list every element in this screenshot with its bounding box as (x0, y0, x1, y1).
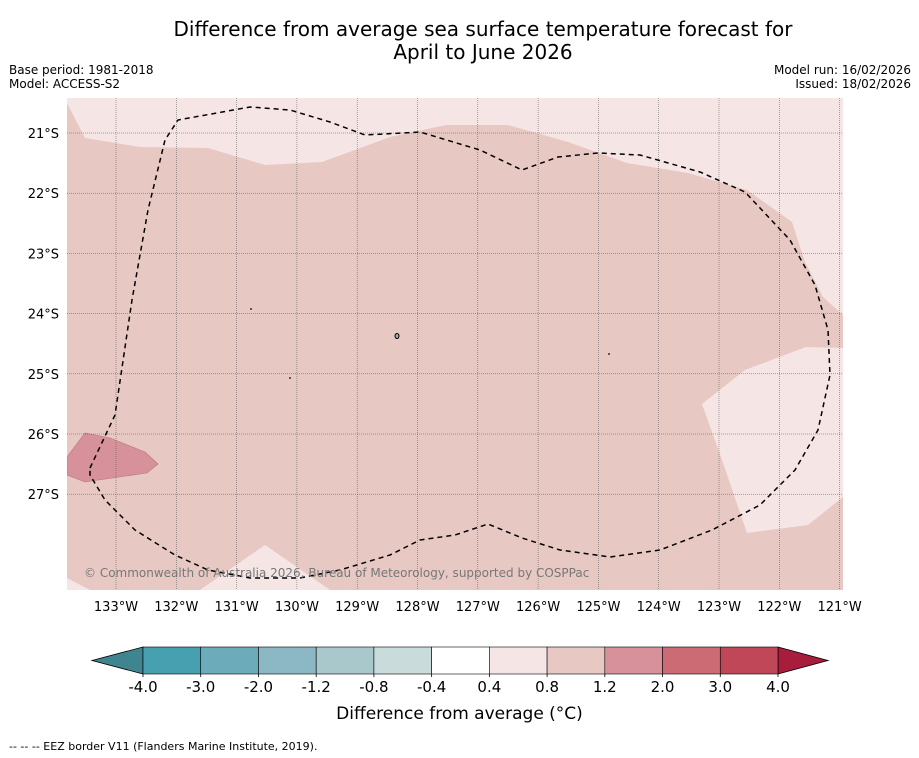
colorbar-swatch (431, 646, 490, 675)
lon-label: 127°W (456, 600, 500, 615)
lat-label: 21°S (28, 127, 59, 142)
lat-label: 24°S (28, 308, 59, 323)
colorbar-tick-label: 3.0 (708, 678, 732, 696)
lon-label: 122°W (757, 600, 801, 615)
lat-label: 23°S (28, 247, 59, 262)
colorbar-swatch (315, 646, 375, 675)
credit-text: © Commonwealth of Australia 2026, Bureau… (84, 566, 589, 580)
colorbar-swatch (604, 646, 663, 675)
colorbar-tick-label: 1.2 (593, 678, 617, 696)
lon-label: 123°W (697, 600, 741, 615)
lon-label: 133°W (94, 600, 138, 615)
colorbar-swatch (719, 646, 779, 675)
colorbar-extend-low (90, 646, 144, 675)
lon-label: 131°W (215, 600, 259, 615)
island (394, 333, 400, 339)
lon-label: 121°W (818, 600, 862, 615)
colorbar-swatch (546, 646, 606, 675)
lon-label: 129°W (335, 600, 379, 615)
graticule (67, 98, 843, 590)
map-title: Difference from average sea surface temp… (0, 18, 919, 64)
issued-date: Issued: 18/02/2026 (795, 77, 911, 91)
lat-label: 26°S (28, 428, 59, 443)
map-canvas: © Commonwealth of Australia 2026, Bureau… (28, 98, 862, 696)
map-plot-area (67, 98, 843, 590)
longitude-labels: 133°W 132°W 131°W 130°W 129°W 128°W 127°W 126°W… (94, 600, 862, 615)
map-title-line2: April to June 2026 (393, 40, 573, 64)
lat-label: 25°S (28, 368, 59, 383)
colorbar-swatch (142, 646, 202, 675)
lon-label: 126°W (516, 600, 560, 615)
colorbar-swatch (662, 646, 721, 675)
colorbar-swatch (258, 646, 317, 675)
colorbar: -4.0 -3.0 -2.0 -1.2 -0.8 -0.4 0.4 0.8 1.2 2.0 3.0 4… (90, 646, 830, 696)
anomaly-region-0.4-0.8-east (702, 347, 843, 533)
colorbar-swatch (489, 646, 548, 675)
colorbar-tick-label: -3.0 (186, 678, 215, 696)
lat-label: 22°S (28, 187, 59, 202)
latitude-labels: 21°S 22°S 23°S 24°S 25°S 26°S 27°S (28, 127, 59, 503)
colorbar-tick-label: 2.0 (651, 678, 675, 696)
model-run: Model run: 16/02/2026 (773, 63, 911, 77)
colorbar-tick-label: 0.4 (477, 678, 501, 696)
anomaly-region-1.2-2.0 (67, 432, 159, 483)
anomaly-region-0.4-0.8-north (67, 98, 843, 315)
colorbar-tick-label: -0.8 (359, 678, 388, 696)
meta-left: Base period: 1981-2018 Model: ACCESS-S2 (9, 63, 154, 91)
colorbar-tick-label: -0.4 (417, 678, 446, 696)
lon-label: 130°W (275, 600, 319, 615)
colorbar-tick-label: 0.8 (535, 678, 559, 696)
colorbar-title: Difference from average (°C) (336, 704, 583, 724)
colorbar-extend-high (777, 646, 830, 675)
colorbar-swatch (373, 646, 432, 675)
map-title-line1: Difference from average sea surface temp… (173, 17, 793, 41)
island-dot (608, 353, 610, 355)
lon-label: 124°W (637, 600, 681, 615)
colorbar-tick-label: 4.0 (766, 678, 790, 696)
island-dot (289, 377, 291, 379)
colorbar-tick-label: -4.0 (128, 678, 157, 696)
meta-right: Model run: 16/02/2026 Issued: 18/02/2026 (774, 63, 911, 91)
model-name: Model: ACCESS-S2 (9, 77, 121, 91)
base-period: Base period: 1981-2018 (9, 63, 154, 77)
lat-label: 27°S (28, 488, 59, 503)
colorbar-tick-label: -2.0 (244, 678, 273, 696)
lon-label: 132°W (154, 600, 198, 615)
footnote: -- -- -- EEZ border V11 (Flanders Marine… (9, 740, 318, 753)
colorbar-tick-label: -1.2 (302, 678, 331, 696)
colorbar-swatch (200, 646, 259, 675)
island-dot (250, 308, 252, 310)
lon-label: 128°W (395, 600, 439, 615)
lon-label: 125°W (576, 600, 620, 615)
